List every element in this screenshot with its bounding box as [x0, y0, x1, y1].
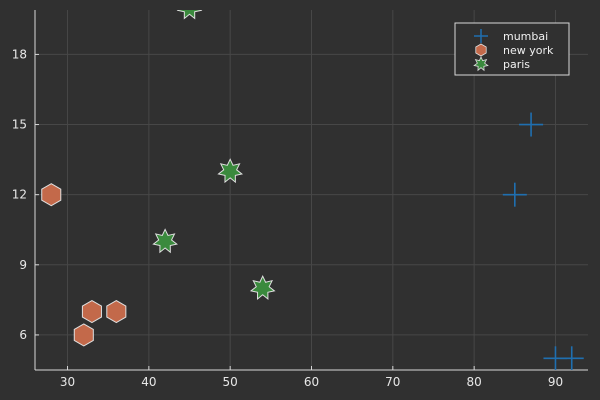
legend-marker-mumbai — [474, 29, 488, 43]
series-paris — [152, 10, 276, 301]
x-tick-label: 60 — [304, 375, 319, 389]
data-point — [559, 346, 584, 370]
data-point — [519, 112, 544, 137]
x-tick-label: 90 — [548, 375, 563, 389]
y-tick-label: 6 — [19, 328, 27, 342]
data-point — [176, 10, 203, 20]
legend-marker-paris — [473, 56, 489, 72]
y-tick-label: 15 — [12, 118, 27, 132]
x-tick-label: 70 — [385, 375, 400, 389]
legend-label: mumbai — [503, 30, 548, 43]
data-point — [502, 182, 527, 207]
grid-layer — [35, 10, 588, 370]
y-tick-label: 9 — [19, 258, 27, 272]
x-tick-label: 50 — [223, 375, 238, 389]
tick-layer: 30 40 50 60 70 80 90 6 9 12 15 18 — [12, 47, 563, 389]
y-tick-label: 18 — [12, 47, 27, 61]
series-mumbai — [502, 112, 584, 370]
data-point — [41, 183, 62, 207]
legend-label: new york — [503, 44, 554, 57]
legend-marker-new-york — [475, 43, 487, 57]
x-tick-label: 40 — [141, 375, 156, 389]
legend-box — [454, 22, 570, 76]
series-new-york — [41, 183, 127, 347]
legend-label: paris — [503, 58, 530, 71]
data-point — [106, 299, 127, 324]
data-point — [152, 228, 178, 254]
data-point — [73, 323, 94, 347]
data-point — [217, 158, 244, 184]
x-tick-label: 30 — [60, 375, 75, 389]
y-tick-label: 12 — [12, 188, 27, 202]
data-point — [249, 275, 276, 301]
x-tick-label: 80 — [467, 375, 482, 389]
data-point — [81, 299, 102, 324]
data-layer — [41, 10, 584, 370]
